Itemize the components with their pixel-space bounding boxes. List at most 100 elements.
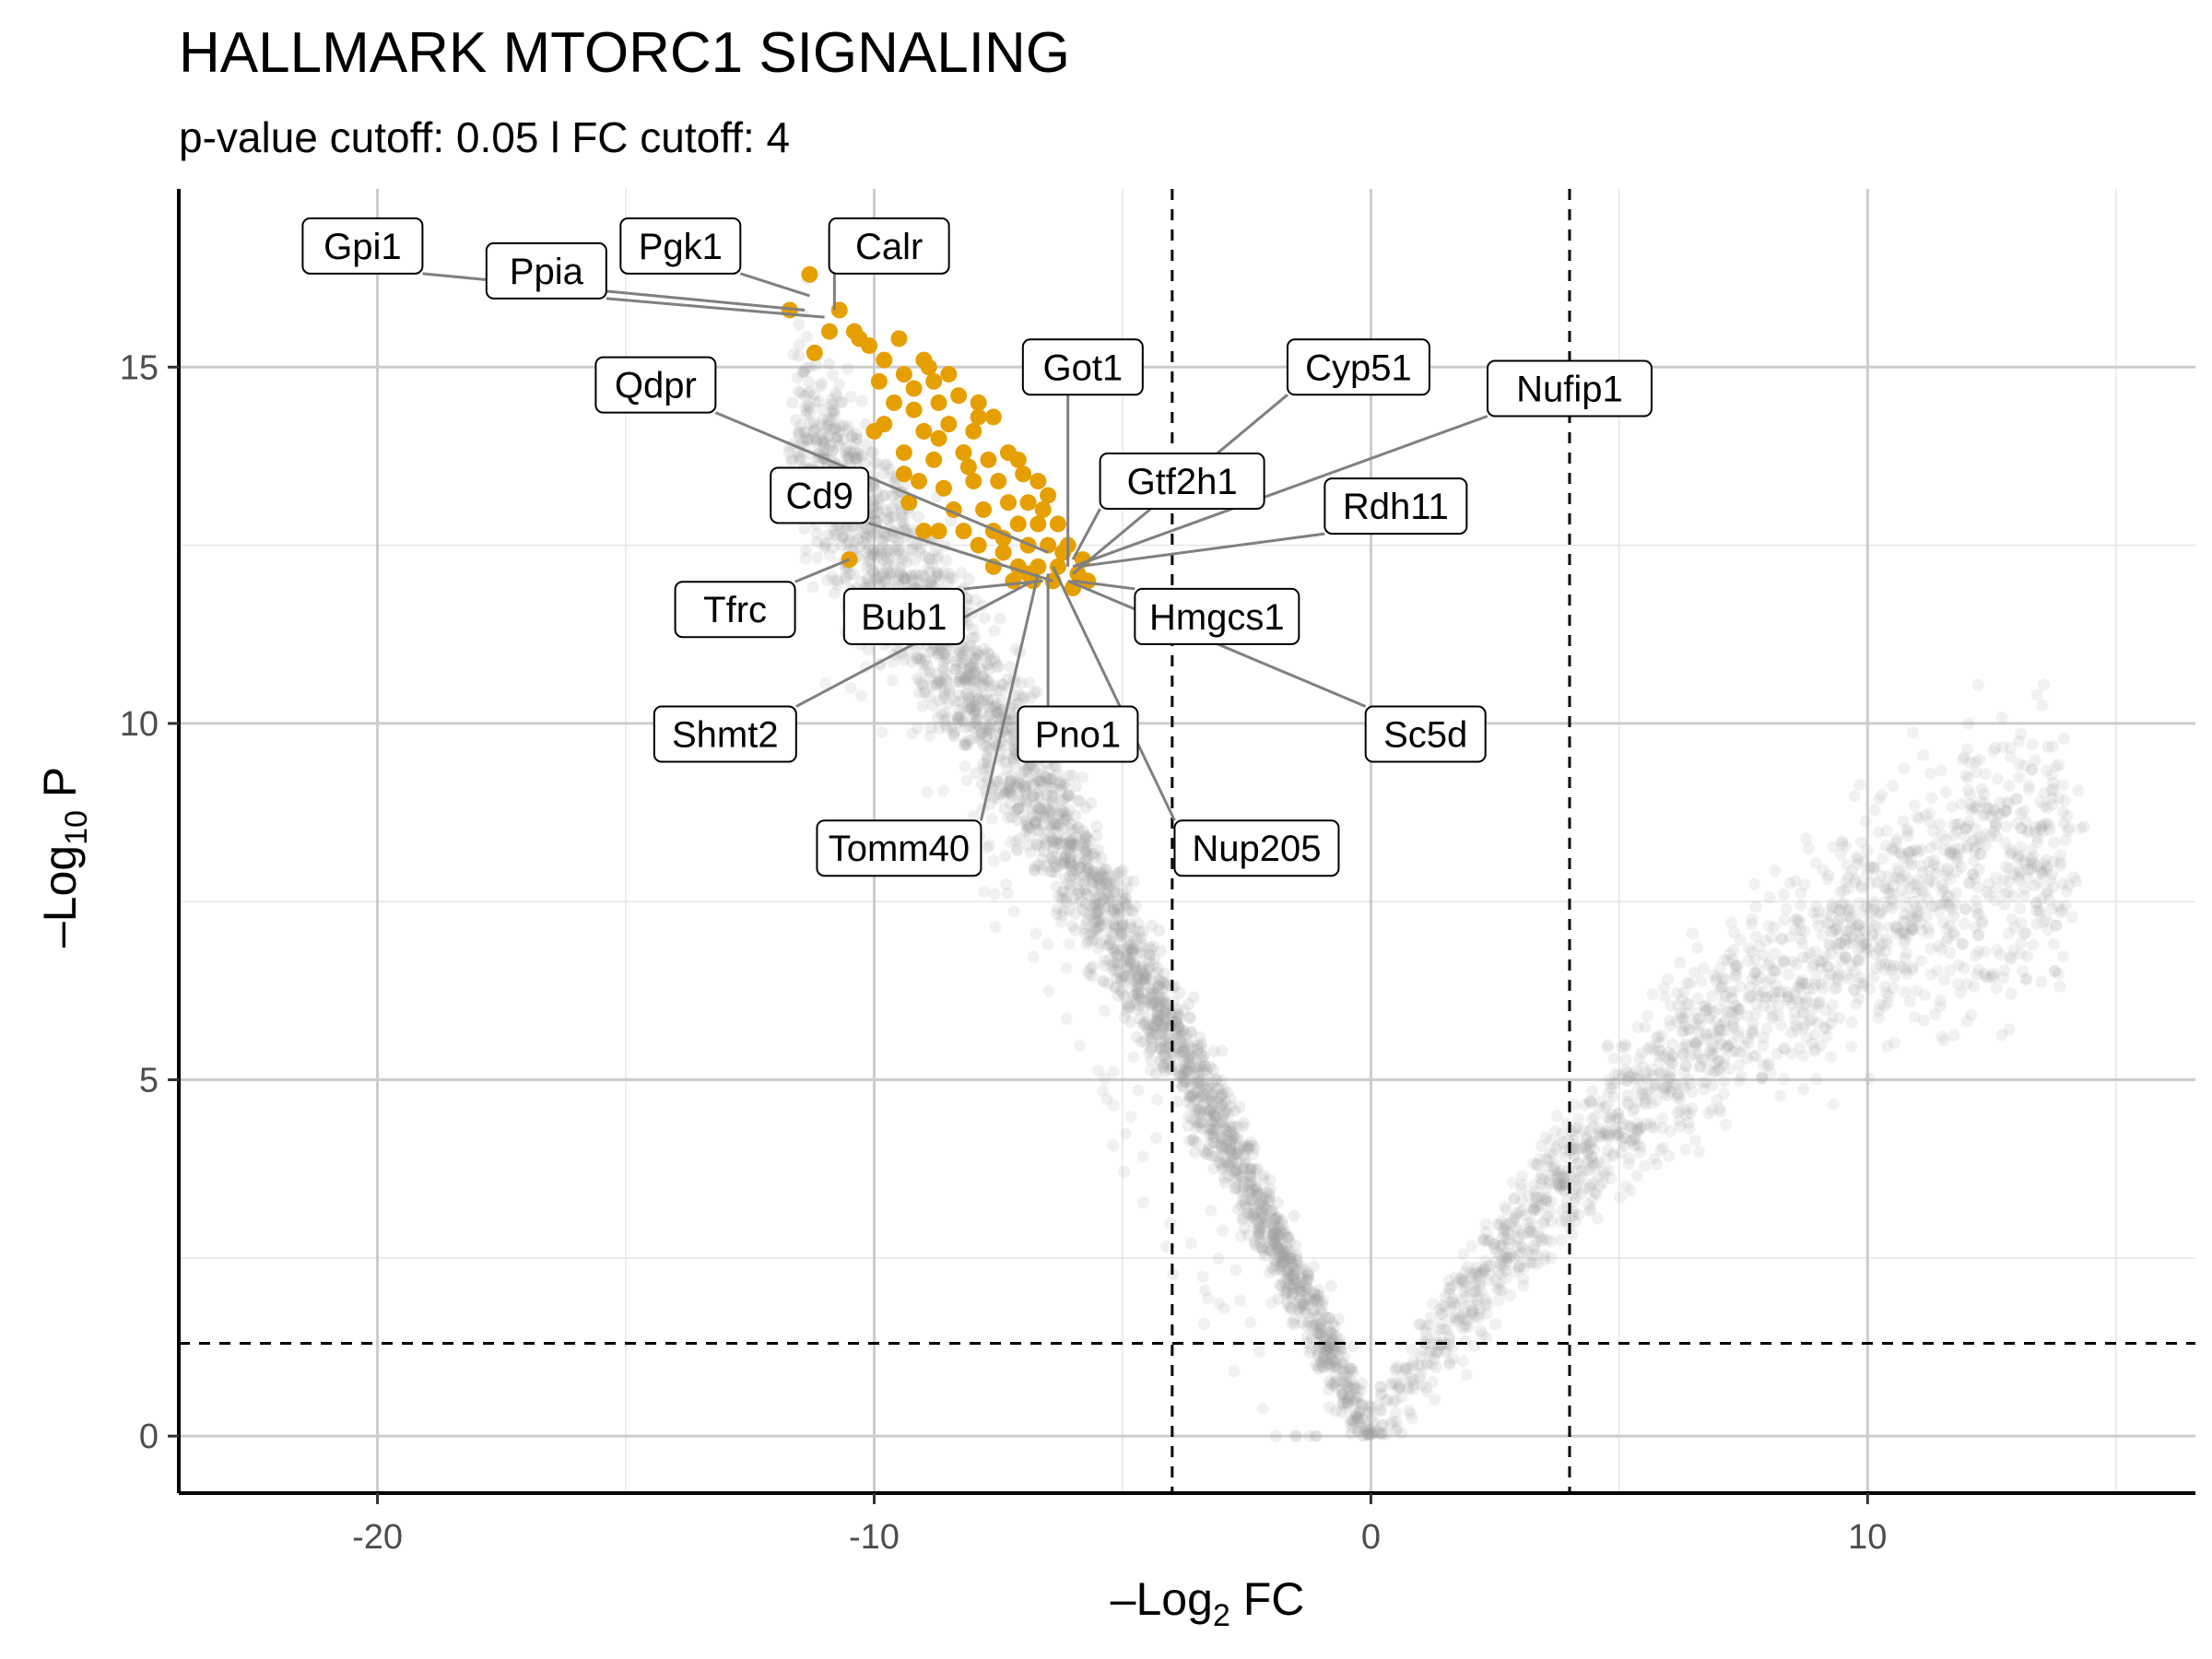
- background-point: [877, 553, 890, 566]
- background-point: [1759, 935, 1772, 947]
- background-point: [1024, 691, 1037, 704]
- background-point: [1055, 891, 1068, 904]
- background-point: [1873, 944, 1886, 957]
- background-point: [1143, 1026, 1156, 1039]
- background-point: [1508, 1192, 1521, 1205]
- background-point: [798, 523, 811, 535]
- x-tick-label: -10: [849, 1518, 900, 1557]
- background-point: [995, 677, 1008, 690]
- background-point: [1880, 933, 1893, 946]
- background-point: [1241, 1201, 1253, 1214]
- background-point: [1324, 1340, 1336, 1352]
- background-point: [1853, 897, 1865, 910]
- background-point: [1245, 1187, 1258, 1200]
- background-point: [936, 661, 949, 674]
- background-point: [1100, 871, 1112, 883]
- background-point: [1826, 998, 1839, 1011]
- background-point: [985, 812, 998, 825]
- background-point: [798, 401, 811, 414]
- background-point: [1555, 1215, 1568, 1228]
- background-point: [992, 792, 1005, 805]
- significant-point: [980, 451, 997, 468]
- background-point: [1265, 1205, 1278, 1217]
- background-point: [1845, 1041, 1858, 1053]
- background-point: [967, 623, 979, 636]
- background-point: [1062, 877, 1075, 889]
- background-point: [897, 553, 910, 566]
- background-point: [1210, 1074, 1223, 1087]
- background-point: [887, 655, 900, 668]
- background-point: [1374, 1427, 1387, 1440]
- background-point: [2023, 779, 2035, 792]
- background-point: [1721, 1024, 1734, 1037]
- background-point: [1158, 967, 1171, 980]
- background-point: [1186, 1088, 1199, 1101]
- background-point: [1233, 1101, 1246, 1113]
- background-point: [1019, 784, 1031, 797]
- background-point: [1336, 1376, 1348, 1389]
- background-point: [1209, 1120, 1222, 1133]
- background-point: [1679, 1143, 1692, 1156]
- background-point: [1961, 743, 1974, 756]
- background-point: [892, 571, 905, 582]
- background-point: [1682, 1074, 1695, 1087]
- background-point: [1121, 882, 1134, 895]
- background-point: [814, 380, 827, 393]
- background-point: [1221, 1159, 1234, 1172]
- background-point: [1535, 1172, 1547, 1185]
- background-point: [1872, 1005, 1885, 1018]
- background-point: [943, 683, 956, 696]
- background-point: [2065, 911, 2078, 924]
- background-point: [1270, 1255, 1283, 1268]
- background-point: [872, 506, 885, 518]
- background-point: [1180, 1029, 1193, 1041]
- background-point: [1310, 1359, 1322, 1371]
- background-point: [1477, 1233, 1489, 1246]
- background-point: [1171, 1020, 1184, 1033]
- background-point: [1572, 1208, 1585, 1221]
- background-point: [1628, 1139, 1641, 1152]
- background-point: [982, 839, 995, 852]
- background-point: [1185, 1052, 1198, 1065]
- background-point: [1748, 877, 1760, 890]
- background-point: [855, 689, 867, 702]
- background-point: [1021, 820, 1034, 833]
- background-point: [1088, 900, 1101, 912]
- background-point: [935, 676, 947, 688]
- background-point: [818, 425, 831, 438]
- background-point: [869, 500, 882, 513]
- background-point: [1693, 1018, 1706, 1031]
- background-point: [1189, 1115, 1202, 1128]
- gene-label: Cyp51: [1305, 347, 1412, 388]
- background-point: [1186, 1133, 1199, 1146]
- background-point: [1853, 778, 1866, 791]
- background-point: [1324, 1279, 1337, 1292]
- background-point: [1194, 1074, 1206, 1087]
- background-point: [1055, 794, 1068, 806]
- background-point: [1777, 1073, 1790, 1086]
- gene-label: Tomm40: [829, 829, 970, 869]
- background-point: [1430, 1329, 1441, 1342]
- background-point: [1778, 913, 1791, 926]
- background-point: [1187, 1134, 1200, 1147]
- background-point: [2075, 822, 2087, 835]
- background-point: [1022, 822, 1035, 835]
- background-point: [877, 535, 889, 548]
- background-point: [1047, 854, 1060, 867]
- background-point: [1171, 1032, 1183, 1045]
- background-point: [939, 719, 952, 732]
- background-point: [876, 725, 888, 738]
- background-point: [1225, 1092, 1237, 1105]
- background-point: [2027, 938, 2040, 951]
- significant-point: [930, 394, 947, 411]
- background-point: [1318, 1333, 1330, 1346]
- background-point: [2035, 975, 2048, 988]
- background-point: [1488, 1238, 1500, 1251]
- background-point: [864, 554, 877, 567]
- background-point: [974, 662, 987, 675]
- background-point: [1263, 1266, 1276, 1279]
- background-point: [1013, 777, 1026, 790]
- background-point: [1607, 1147, 1619, 1159]
- background-point: [978, 648, 991, 661]
- background-point: [2048, 836, 2061, 849]
